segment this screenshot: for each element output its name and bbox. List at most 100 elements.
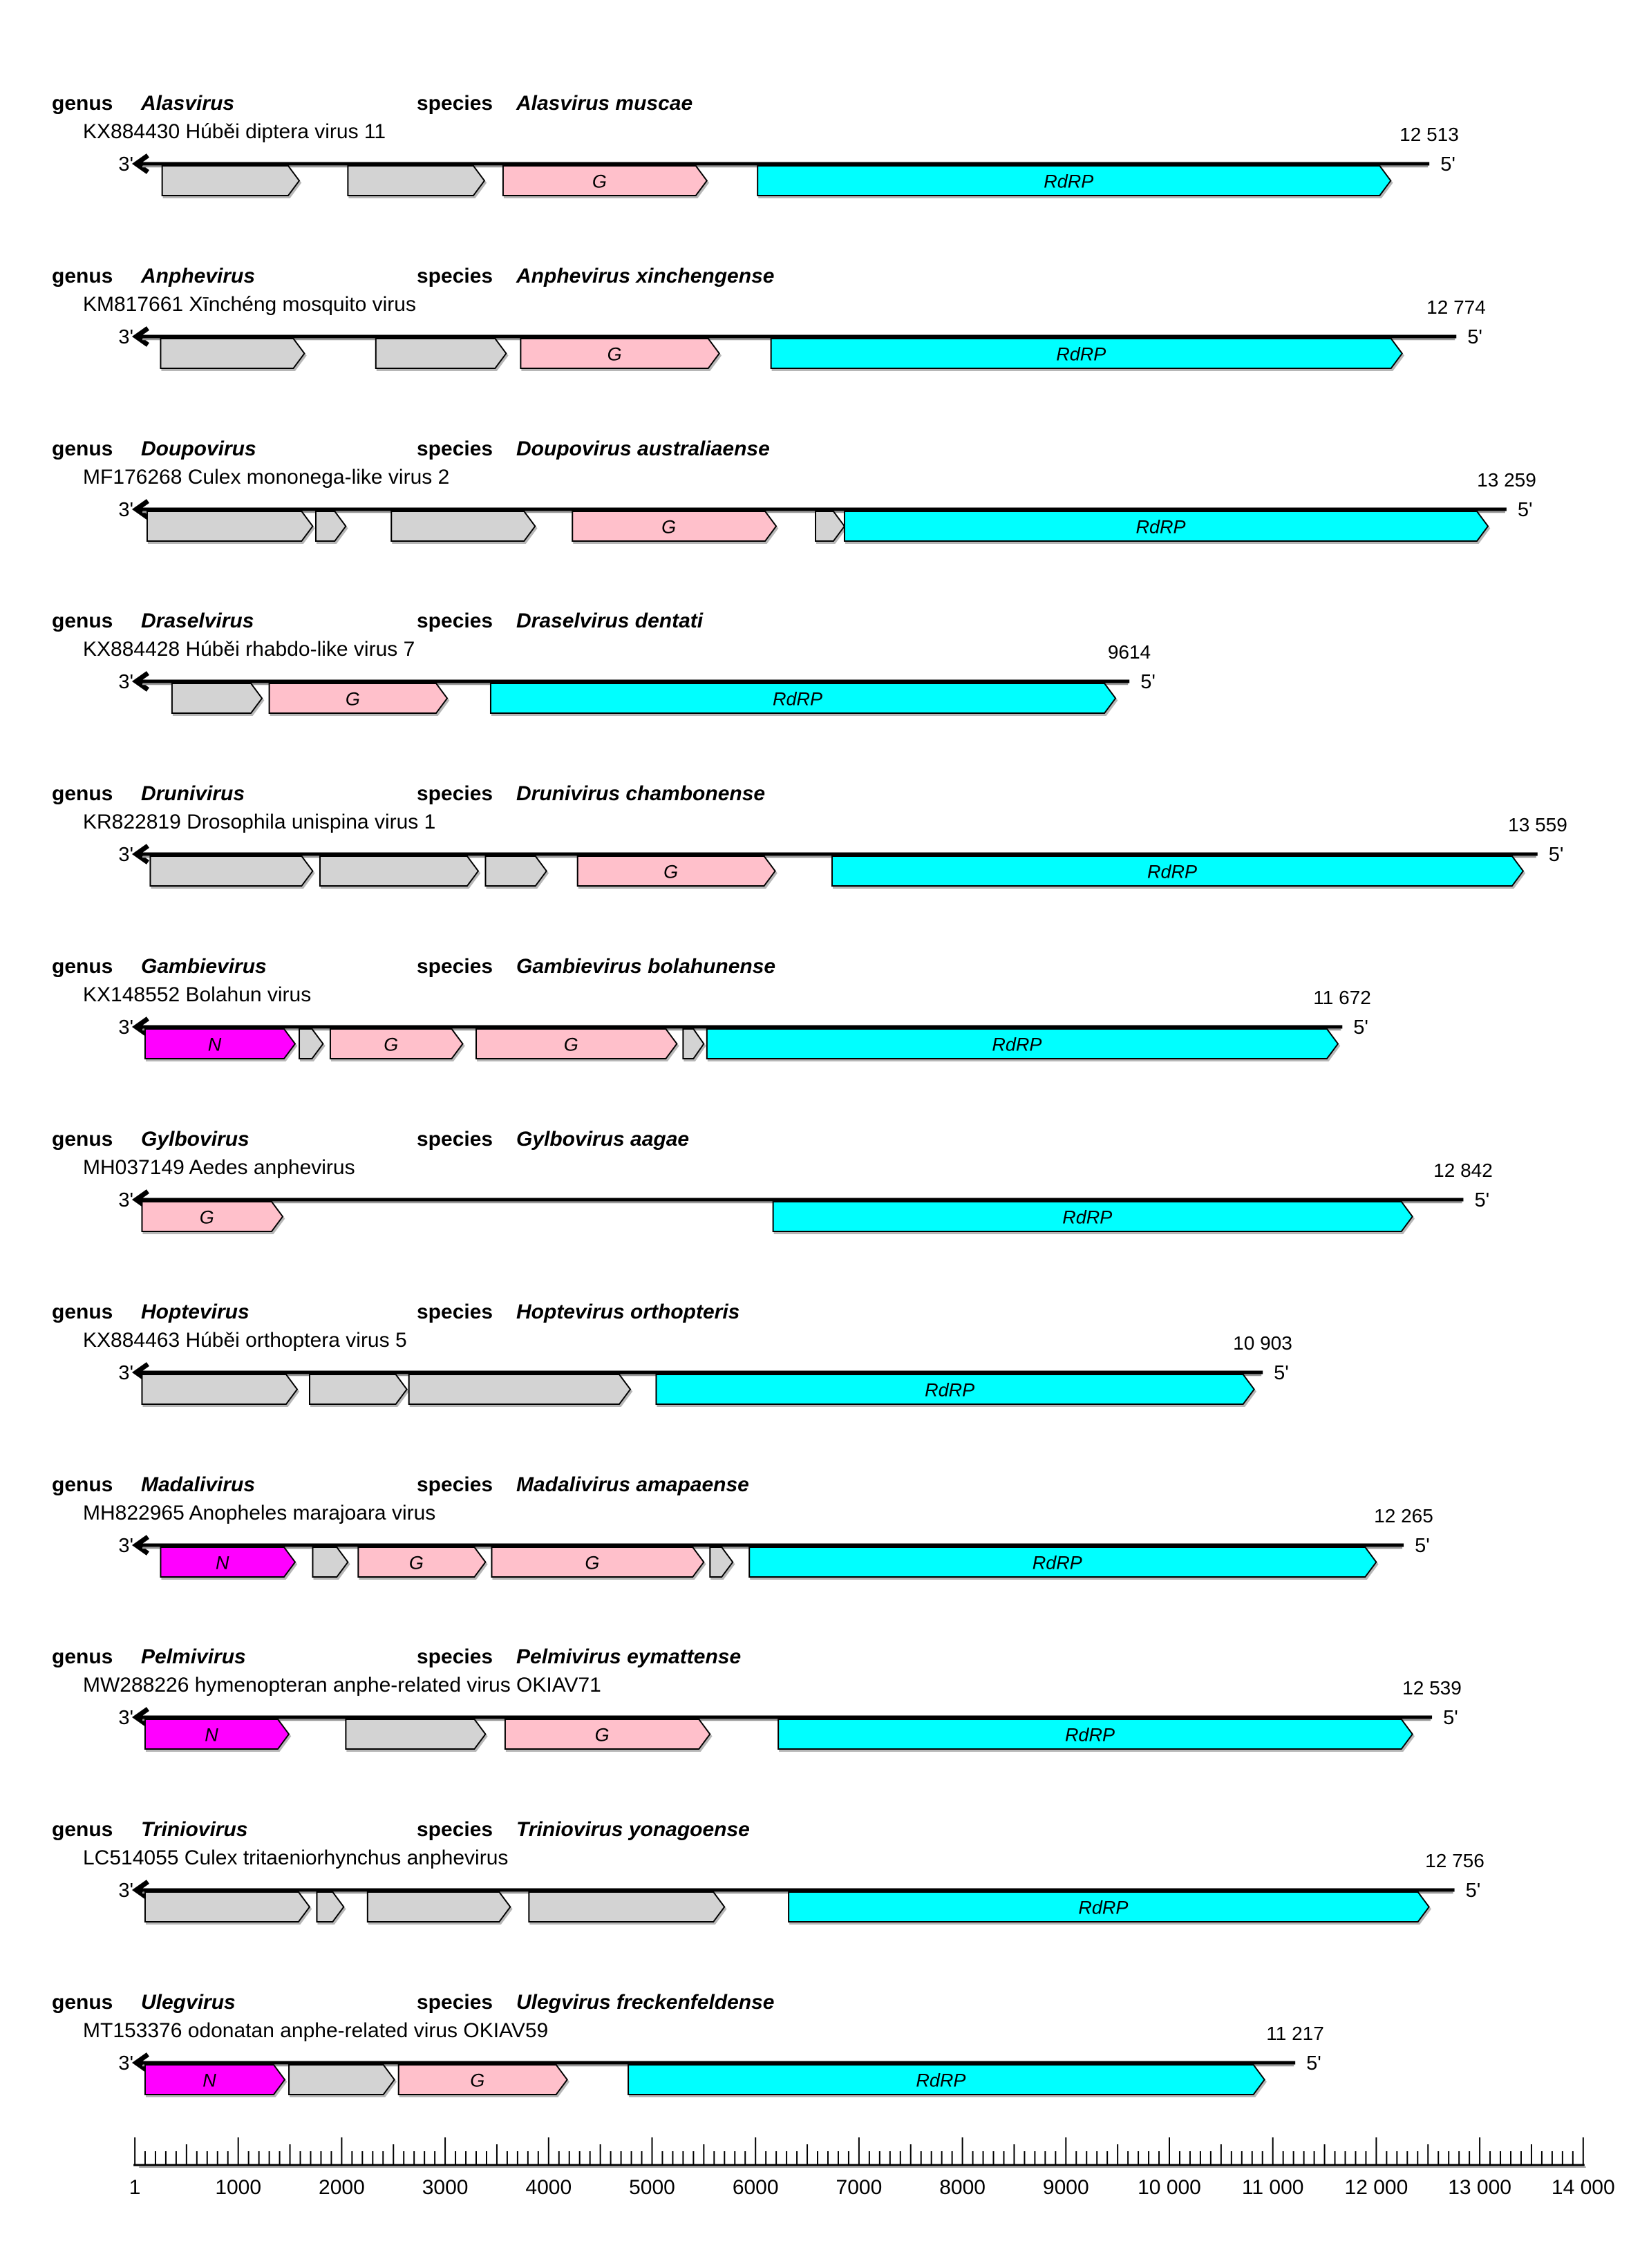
genus-name: Doupovirus — [141, 437, 256, 460]
gene-arrow-G — [475, 1028, 678, 1059]
three-prime-label: 3' — [118, 1880, 133, 1902]
gene-label: G — [595, 1725, 610, 1746]
genus-name: Madalivirus — [141, 1473, 256, 1496]
gene-arrow-gray — [161, 165, 301, 196]
left-arrowhead-icon — [131, 1707, 150, 1728]
gene-arrow-gray — [390, 511, 536, 542]
gene-arrow-gray — [312, 1547, 349, 1578]
three-prime-label: 3' — [118, 1535, 133, 1557]
gene-arrow-gray — [160, 338, 305, 369]
gene-arrow-gray — [408, 1374, 632, 1405]
gene-label: RdRP — [1056, 344, 1106, 365]
gene-label: G — [592, 171, 607, 192]
gene-label: RdRP — [992, 1034, 1042, 1055]
ruler-label: 9000 — [1043, 2176, 1089, 2199]
gene-label: G — [470, 2070, 484, 2091]
five-prime-label: 5' — [1415, 1535, 1430, 1557]
three-prime-label: 3' — [118, 1707, 133, 1729]
genus-label: genus — [52, 1128, 113, 1151]
accession-line: MF176268 Culex mononega-like virus 2 — [83, 466, 450, 489]
species-label: species — [417, 437, 493, 460]
gene-label: G — [663, 862, 678, 882]
gene-label: G — [585, 1553, 599, 1574]
species-name: Drunivirus chambonense — [516, 782, 766, 805]
five-prime-label: 5' — [1466, 1880, 1481, 1902]
virus-entry: genus Anphevirus species Anphevirus xinchen… — [0, 265, 1640, 389]
genus-name: Drunivirus — [141, 782, 245, 805]
scale-ruler: 1 1000 2000 3000 4000 5000 6000 7000 8000 9000 10 … — [0, 2128, 1640, 2229]
genome-length: 13 559 — [1508, 814, 1567, 835]
species-name: Gambievirus bolahunense — [516, 955, 776, 978]
three-prime-label: 3' — [118, 1362, 133, 1384]
ruler-svg: 1 1000 2000 3000 4000 5000 6000 7000 8000 9000 10 … — [129, 2137, 1615, 2199]
genus-label: genus — [52, 92, 113, 115]
gene-arrow-N — [144, 2064, 286, 2095]
accession-line: KX884428 Húběi rhabdo-like virus 7 — [83, 638, 415, 661]
gene-arrow-G — [572, 511, 777, 542]
gene-label: RdRP — [1135, 517, 1185, 538]
accession-line: KX148552 Bolahun virus — [83, 983, 312, 1006]
left-arrowhead-icon — [131, 1017, 150, 1037]
gene-label: G — [607, 344, 622, 365]
gene-arrow-gray — [366, 1891, 511, 1922]
gene-arrow-gray — [288, 2064, 395, 2095]
gene-arrow-G — [576, 856, 776, 887]
genome-diagram: 3' 5' G RdRP — [118, 153, 1455, 196]
five-prime-label: 5' — [1474, 1189, 1489, 1211]
species-label: species — [417, 1128, 493, 1151]
genome-length: 12 774 — [1426, 296, 1486, 318]
gene-arrow-gray — [347, 165, 486, 196]
accession-line: MH822965 Anopheles marajoara virus — [83, 1502, 436, 1524]
genus-name: Alasvirus — [141, 92, 235, 115]
gene-arrow-RdRP — [772, 1201, 1414, 1232]
five-prime-label: 5' — [1140, 671, 1156, 693]
ruler-label: 11 000 — [1242, 2176, 1304, 2199]
genus-name: Pelmivirus — [141, 1645, 246, 1668]
gene-arrow-gray — [319, 856, 480, 887]
virus-entry: genus Alasvirus species Alasvirus muscae KX8… — [0, 92, 1640, 216]
three-prime-label: 3' — [118, 671, 133, 693]
species-name: Triniovirus yonagoense — [516, 1818, 750, 1841]
ruler-label: 8000 — [939, 2176, 986, 2199]
five-prime-label: 5' — [1549, 844, 1564, 866]
gene-arrow-RdRP — [748, 1547, 1377, 1578]
three-prime-label: 3' — [118, 1189, 133, 1211]
gene-arrow-G — [268, 683, 449, 714]
genus-label: genus — [52, 437, 113, 460]
virus-header: genus Anphevirus species Anphevirus xinchen… — [0, 265, 1640, 290]
genus-name: Hoptevirus — [141, 1301, 249, 1323]
gene-arrow-gray — [709, 1547, 734, 1578]
virus-header: genus Alasvirus species Alasvirus muscae — [0, 92, 1640, 117]
species-label: species — [417, 92, 493, 115]
ruler-label: 1000 — [215, 2176, 261, 2199]
gene-arrow-G — [397, 2064, 568, 2095]
three-prime-label: 3' — [118, 2052, 133, 2075]
gene-label: G — [409, 1553, 424, 1574]
ruler-label: 14 000 — [1552, 2176, 1615, 2199]
left-arrowhead-icon — [131, 671, 150, 692]
genome-length: 13 259 — [1477, 469, 1536, 491]
accession-line: KR822819 Drosophila unispina virus 1 — [83, 811, 436, 833]
accession-line: LC514055 Culex tritaeniorhynchus anphevi… — [83, 1846, 509, 1869]
gene-arrow-N — [144, 1028, 296, 1059]
five-prime-label: 5' — [1353, 1017, 1368, 1039]
gene-label: G — [346, 689, 360, 710]
virus-entry: genus Pelmivirus species Pelmivirus eymatte… — [0, 1645, 1640, 1770]
species-label: species — [417, 265, 493, 287]
species-name: Ulegvirus freckenfeldense — [516, 1991, 775, 2014]
species-name: Anphevirus xinchengense — [516, 265, 775, 287]
left-arrowhead-icon — [131, 1535, 150, 1556]
genus-name: Triniovirus — [141, 1818, 248, 1841]
gene-arrow-RdRP — [788, 1891, 1430, 1922]
virus-entry: genus Hoptevirus species Hoptevirus orthopt… — [0, 1301, 1640, 1425]
ruler-label: 4000 — [525, 2176, 572, 2199]
five-prime-label: 5' — [1306, 2052, 1321, 2075]
gene-arrow-RdRP — [770, 338, 1404, 369]
genome-length: 12 513 — [1399, 124, 1459, 145]
genus-name: Anphevirus — [141, 265, 256, 287]
accession-line: MW288226 hymenopteran anphe-related viru… — [83, 1674, 601, 1697]
genome-diagram: 3' 5' G RdRP — [118, 499, 1533, 542]
genome-diagram: 3' 5' G RdRP — [118, 671, 1156, 714]
species-label: species — [417, 1473, 493, 1496]
genome-length: 12 756 — [1425, 1850, 1485, 1871]
